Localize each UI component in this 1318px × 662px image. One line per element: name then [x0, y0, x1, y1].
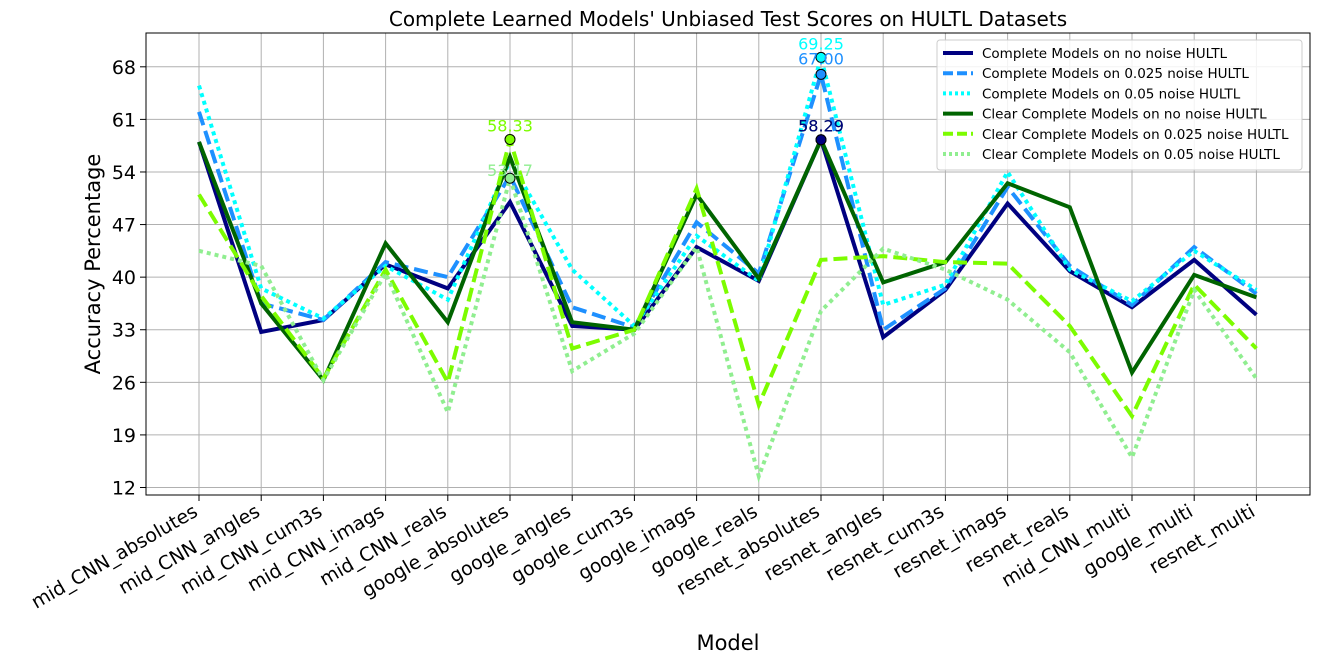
series-line-2	[197, 66, 1258, 333]
y-tick-label: 19	[112, 425, 136, 447]
series-line-1	[197, 134, 1258, 341]
annotation-marker	[815, 68, 827, 80]
legend-label: Complete Models on 0.025 noise HULTL	[982, 66, 1249, 82]
y-tick-label: 47	[112, 215, 136, 237]
plot-frame	[145, 32, 1311, 496]
x-axis-ticks: mid_CNN_absolutesmid_CNN_anglesmid_CNN_c…	[28, 495, 1259, 613]
legend-label: Clear Complete Models on 0.025 noise HUL…	[982, 127, 1289, 143]
y-tick-label: 33	[112, 320, 136, 342]
y-tick-label: 54	[112, 162, 136, 184]
y-tick-label: 40	[112, 267, 136, 289]
legend-label: Clear Complete Models on no noise HULTL	[982, 107, 1267, 123]
y-axis-ticks: 12 19 26 33 40 47 54 61 68	[112, 57, 146, 499]
series-line-4	[197, 134, 1258, 384]
series-lines	[197, 49, 1259, 483]
annotation-label: 69.25	[798, 34, 844, 53]
legend-box	[936, 39, 1303, 171]
annotation-label: 58.33	[487, 116, 533, 135]
series-line-6	[198, 171, 1259, 483]
legend-label: Complete Models on no noise HULTL	[982, 46, 1228, 62]
annotation-label: 58.29	[798, 117, 844, 136]
annotation-marker	[815, 51, 827, 63]
annotation-marker	[504, 172, 516, 184]
annotation-label: 67.00	[798, 49, 844, 68]
annotation-marker	[504, 133, 516, 145]
legend: Complete Models on no noise HULTL Complet…	[936, 39, 1303, 171]
y-tick-label: 68	[112, 57, 136, 79]
x-axis-label: Model	[696, 631, 759, 655]
y-axis-label: Accuracy Percentage	[81, 154, 105, 375]
y-tick-label: 61	[112, 109, 136, 131]
annotation-label: 58.29	[798, 117, 844, 136]
legend-label: Complete Models on 0.05 noise HULTL	[982, 86, 1241, 102]
y-tick-label: 12	[112, 477, 136, 499]
x-tick-label: resnet_multi	[1146, 500, 1259, 578]
annotation-label: 53.17	[487, 161, 533, 180]
y-tick-label: 26	[112, 372, 136, 394]
chart-title: Complete Learned Models' Unbiased Test S…	[389, 7, 1067, 31]
annotation-marker	[815, 134, 827, 146]
legend-label: Clear Complete Models on 0.05 noise HULT…	[982, 147, 1280, 163]
